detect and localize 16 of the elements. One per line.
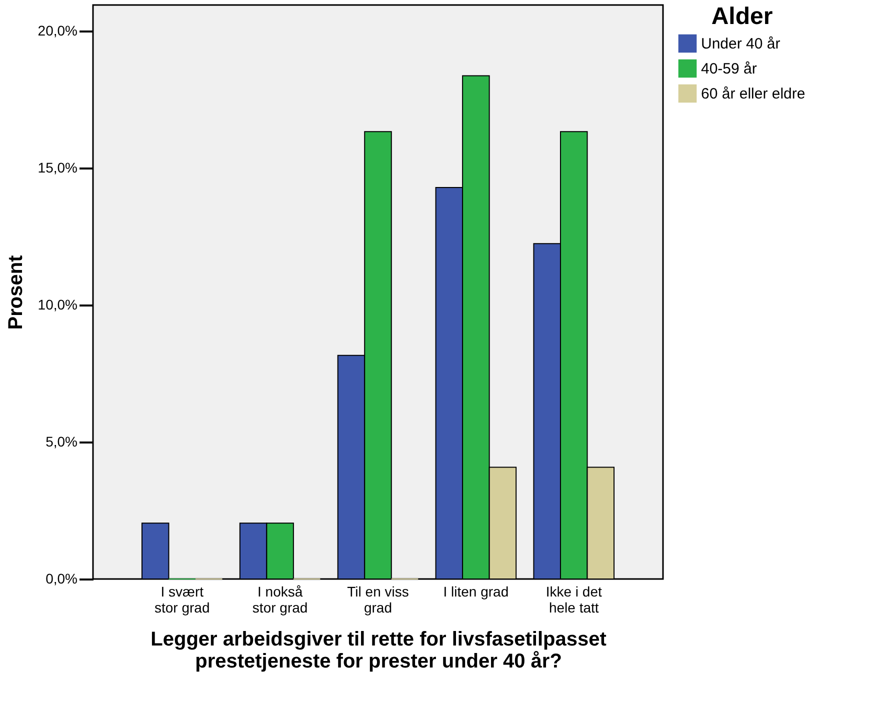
x-tick-label: I svært stor grad	[154, 584, 210, 616]
x-tick-label: I liten grad	[443, 584, 509, 600]
y-axis-title: Prosent	[4, 254, 27, 330]
x-tick-label: I nokså stor grad	[252, 584, 308, 616]
y-tick-label: 20,0%	[38, 22, 78, 39]
legend-label: Under 40 år	[701, 36, 780, 52]
legend-label: 60 år eller eldre	[701, 86, 806, 102]
x-axis-title: Legger arbeidsgiver til rette for livsfasetilpasset prestetjeneste for prester under 40 år?	[150, 628, 607, 672]
y-tick-label: 10,0%	[38, 296, 78, 313]
x-tick-label: Ikke i det hele tatt	[546, 584, 602, 616]
y-tick-label: 0,0%	[46, 570, 78, 586]
y-tick-label: 5,0%	[46, 434, 78, 450]
legend-title: Alder	[711, 3, 773, 30]
y-tick-label: 15,0%	[38, 160, 78, 176]
legend-label: 40-59 år	[701, 60, 757, 78]
x-tick-label: Til en viss grad	[347, 584, 409, 616]
